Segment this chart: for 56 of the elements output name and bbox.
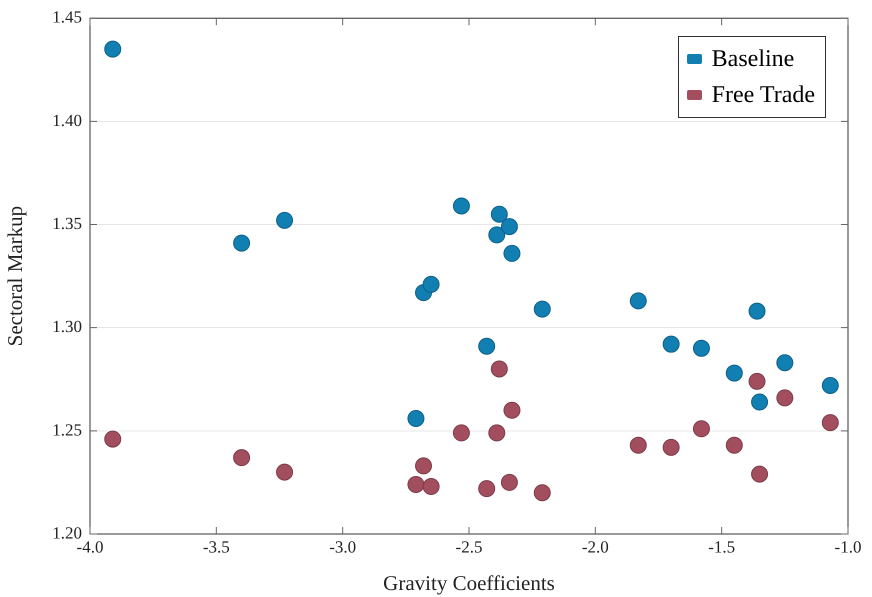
point — [726, 436, 743, 454]
point — [104, 430, 122, 448]
y-tick-label: 1.45 — [52, 8, 82, 27]
point — [662, 336, 680, 353]
point — [478, 338, 496, 355]
point — [534, 484, 551, 502]
x-tick-label: -3.5 — [202, 538, 230, 557]
point — [503, 244, 520, 262]
point — [534, 300, 551, 318]
point — [422, 478, 440, 496]
point — [500, 218, 518, 236]
x-tick-label: -1.5 — [708, 538, 736, 557]
point — [233, 449, 250, 466]
point — [751, 393, 768, 410]
y-axis-title: Sectoral Markup — [3, 206, 28, 346]
point — [822, 376, 839, 394]
legend-label: Baseline — [712, 45, 794, 74]
point — [490, 360, 508, 378]
point — [500, 474, 518, 491]
point — [407, 476, 424, 493]
point — [452, 197, 470, 214]
x-tick-label: -2.0 — [582, 538, 609, 557]
y-tick-label: 1.25 — [52, 420, 82, 440]
point — [748, 302, 766, 320]
point — [692, 340, 710, 357]
y-tick-label: 1.40 — [52, 110, 82, 130]
point — [822, 414, 839, 432]
x-tick-label: -1.0 — [834, 538, 862, 557]
point — [748, 372, 766, 390]
point — [104, 40, 122, 58]
point — [407, 410, 424, 427]
point — [478, 480, 496, 498]
point — [276, 464, 294, 481]
point — [776, 389, 794, 406]
point — [751, 466, 768, 483]
legend-label: Free Trade — [712, 81, 815, 110]
point — [726, 364, 743, 382]
point — [490, 206, 508, 223]
y-tick-label: 1.30 — [52, 317, 82, 336]
point — [503, 402, 520, 419]
point — [276, 212, 294, 229]
point — [415, 457, 432, 474]
point — [422, 276, 440, 293]
point — [692, 420, 710, 438]
point — [452, 424, 470, 442]
point — [630, 436, 647, 454]
point — [662, 438, 680, 456]
y-tick-label: 1.35 — [52, 214, 82, 233]
x-axis-title: Gravity Coefficients — [383, 570, 555, 595]
x-tick-label: -2.5 — [456, 538, 482, 557]
point — [630, 292, 647, 310]
point — [233, 234, 250, 252]
point — [776, 354, 794, 372]
x-tick-label: -3.0 — [329, 538, 356, 557]
point — [488, 226, 506, 244]
point — [488, 424, 506, 442]
